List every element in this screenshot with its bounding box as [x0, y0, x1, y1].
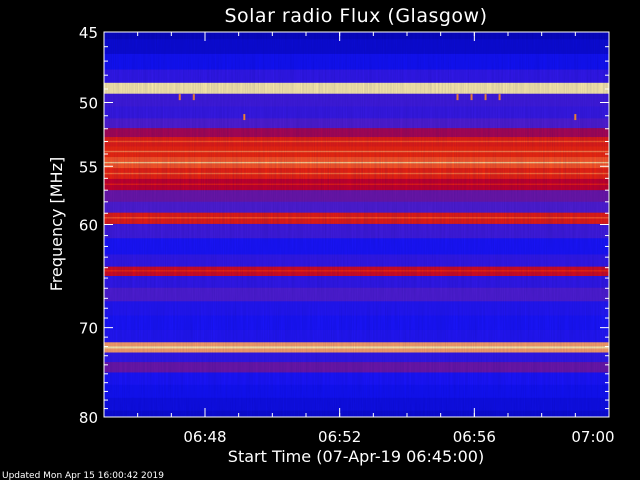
y-tick-label: 45 [79, 24, 98, 42]
updated-timestamp: Updated Mon Apr 15 16:00:42 2019 [2, 471, 164, 480]
y-axis-label: Frequency [MHz] [47, 157, 66, 291]
y-tick-label: 80 [79, 409, 98, 427]
y-axis: 45 50 55 60 70 80 [79, 24, 609, 427]
y-tick-label: 60 [79, 217, 98, 235]
x-tick-label: 06:52 [318, 428, 361, 446]
x-axis-label: Start Time (07-Apr-19 06:45:00) [228, 447, 484, 466]
plot-area [104, 32, 609, 417]
x-tick-label: 06:48 [183, 428, 226, 446]
x-tick-label: 06:56 [453, 428, 496, 446]
y-tick-label: 55 [79, 158, 98, 176]
y-tick-label: 70 [79, 320, 98, 338]
noise-overlay [104, 32, 609, 417]
y-tick-label: 50 [79, 95, 98, 113]
x-axis: 06:48 06:52 06:56 07:00 [103, 32, 615, 446]
x-tick-label: 07:00 [571, 428, 614, 446]
chart-title: Solar radio Flux (Glasgow) [224, 5, 487, 27]
